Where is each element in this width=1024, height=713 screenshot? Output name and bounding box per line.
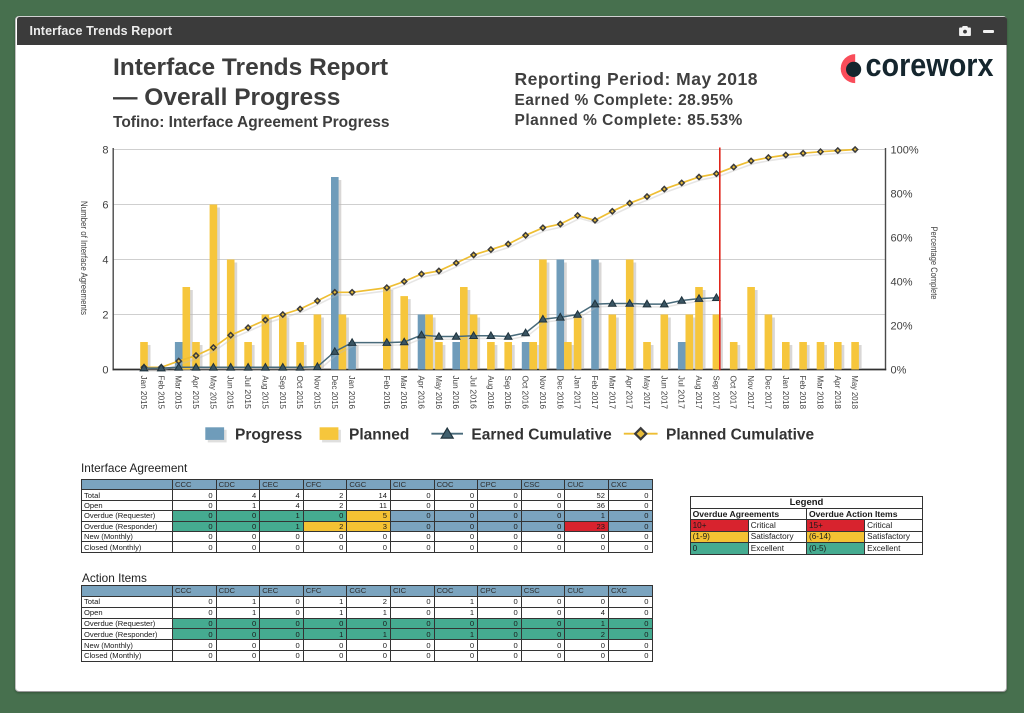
svg-text:May 2015: May 2015 — [208, 376, 218, 410]
svg-text:Nov 2016: Nov 2016 — [538, 376, 548, 410]
svg-text:Aug 2015: Aug 2015 — [260, 376, 270, 410]
svg-text:Sep 2015: Sep 2015 — [278, 376, 288, 410]
svg-text:4: 4 — [102, 254, 108, 266]
svg-text:Oct 2015: Oct 2015 — [295, 376, 305, 410]
svg-text:6: 6 — [102, 199, 108, 211]
svg-text:Oct 2017: Oct 2017 — [729, 376, 739, 410]
svg-text:Dec 2015: Dec 2015 — [330, 376, 340, 410]
svg-text:May 2017: May 2017 — [642, 376, 652, 410]
svg-text:Jul 2016: Jul 2016 — [469, 376, 479, 410]
svg-text:Sep 2016: Sep 2016 — [503, 376, 513, 410]
svg-text:Percentage Complete: Percentage Complete — [928, 227, 939, 300]
svg-text:Mar 2017: Mar 2017 — [607, 376, 617, 410]
svg-text:Apr 2018: Apr 2018 — [833, 376, 843, 410]
svg-text:8: 8 — [102, 144, 108, 156]
svg-text:Progress: Progress — [235, 426, 302, 443]
svg-text:Dec 2016: Dec 2016 — [555, 376, 565, 410]
svg-text:0%: 0% — [891, 364, 907, 376]
svg-text:Jan 2015: Jan 2015 — [139, 376, 149, 410]
svg-text:Jan 2017: Jan 2017 — [573, 376, 583, 410]
svg-text:Jul 2017: Jul 2017 — [677, 376, 687, 410]
svg-text:Mar 2018: Mar 2018 — [816, 376, 826, 410]
svg-text:May 2016: May 2016 — [434, 376, 444, 410]
svg-text:60%: 60% — [891, 232, 913, 244]
svg-text:2: 2 — [102, 309, 108, 321]
svg-text:40%: 40% — [891, 276, 913, 288]
svg-text:Feb 2015: Feb 2015 — [156, 376, 166, 410]
svg-text:Aug 2017: Aug 2017 — [694, 376, 704, 410]
svg-text:80%: 80% — [891, 188, 913, 200]
svg-text:0: 0 — [102, 364, 108, 376]
svg-text:Planned: Planned — [349, 426, 409, 443]
svg-text:Feb 2017: Feb 2017 — [590, 376, 600, 410]
svg-text:Apr 2016: Apr 2016 — [417, 376, 427, 410]
svg-text:Jul 2015: Jul 2015 — [243, 376, 253, 410]
svg-text:Aug 2016: Aug 2016 — [486, 376, 496, 410]
svg-text:Feb 2016: Feb 2016 — [382, 376, 392, 410]
svg-text:Jan 2018: Jan 2018 — [781, 376, 791, 410]
svg-text:Nov 2015: Nov 2015 — [312, 376, 322, 410]
svg-text:Mar 2015: Mar 2015 — [174, 376, 184, 410]
svg-text:Jun 2015: Jun 2015 — [226, 376, 236, 410]
svg-text:Earned Cumulative: Earned Cumulative — [471, 426, 612, 443]
svg-text:Jun 2016: Jun 2016 — [451, 376, 461, 410]
svg-text:100%: 100% — [891, 144, 919, 156]
svg-text:Nov 2017: Nov 2017 — [746, 376, 756, 410]
svg-text:Sep 2017: Sep 2017 — [711, 376, 721, 410]
svg-text:Number of Interface Agreements: Number of Interface Agreements — [78, 201, 89, 315]
svg-text:Apr 2017: Apr 2017 — [625, 376, 635, 410]
svg-text:Mar 2016: Mar 2016 — [399, 376, 409, 410]
svg-text:Jun 2017: Jun 2017 — [659, 376, 669, 410]
svg-text:Planned Cumulative: Planned Cumulative — [666, 426, 815, 443]
svg-text:Dec 2017: Dec 2017 — [763, 376, 773, 410]
svg-text:coreworx: coreworx — [866, 47, 994, 83]
svg-text:Apr 2015: Apr 2015 — [191, 376, 201, 410]
svg-text:Feb 2018: Feb 2018 — [798, 376, 808, 410]
svg-text:Oct 2016: Oct 2016 — [521, 376, 531, 410]
svg-text:Jan 2016: Jan 2016 — [347, 376, 357, 410]
svg-text:May 2018: May 2018 — [850, 376, 860, 410]
svg-text:20%: 20% — [891, 320, 913, 332]
